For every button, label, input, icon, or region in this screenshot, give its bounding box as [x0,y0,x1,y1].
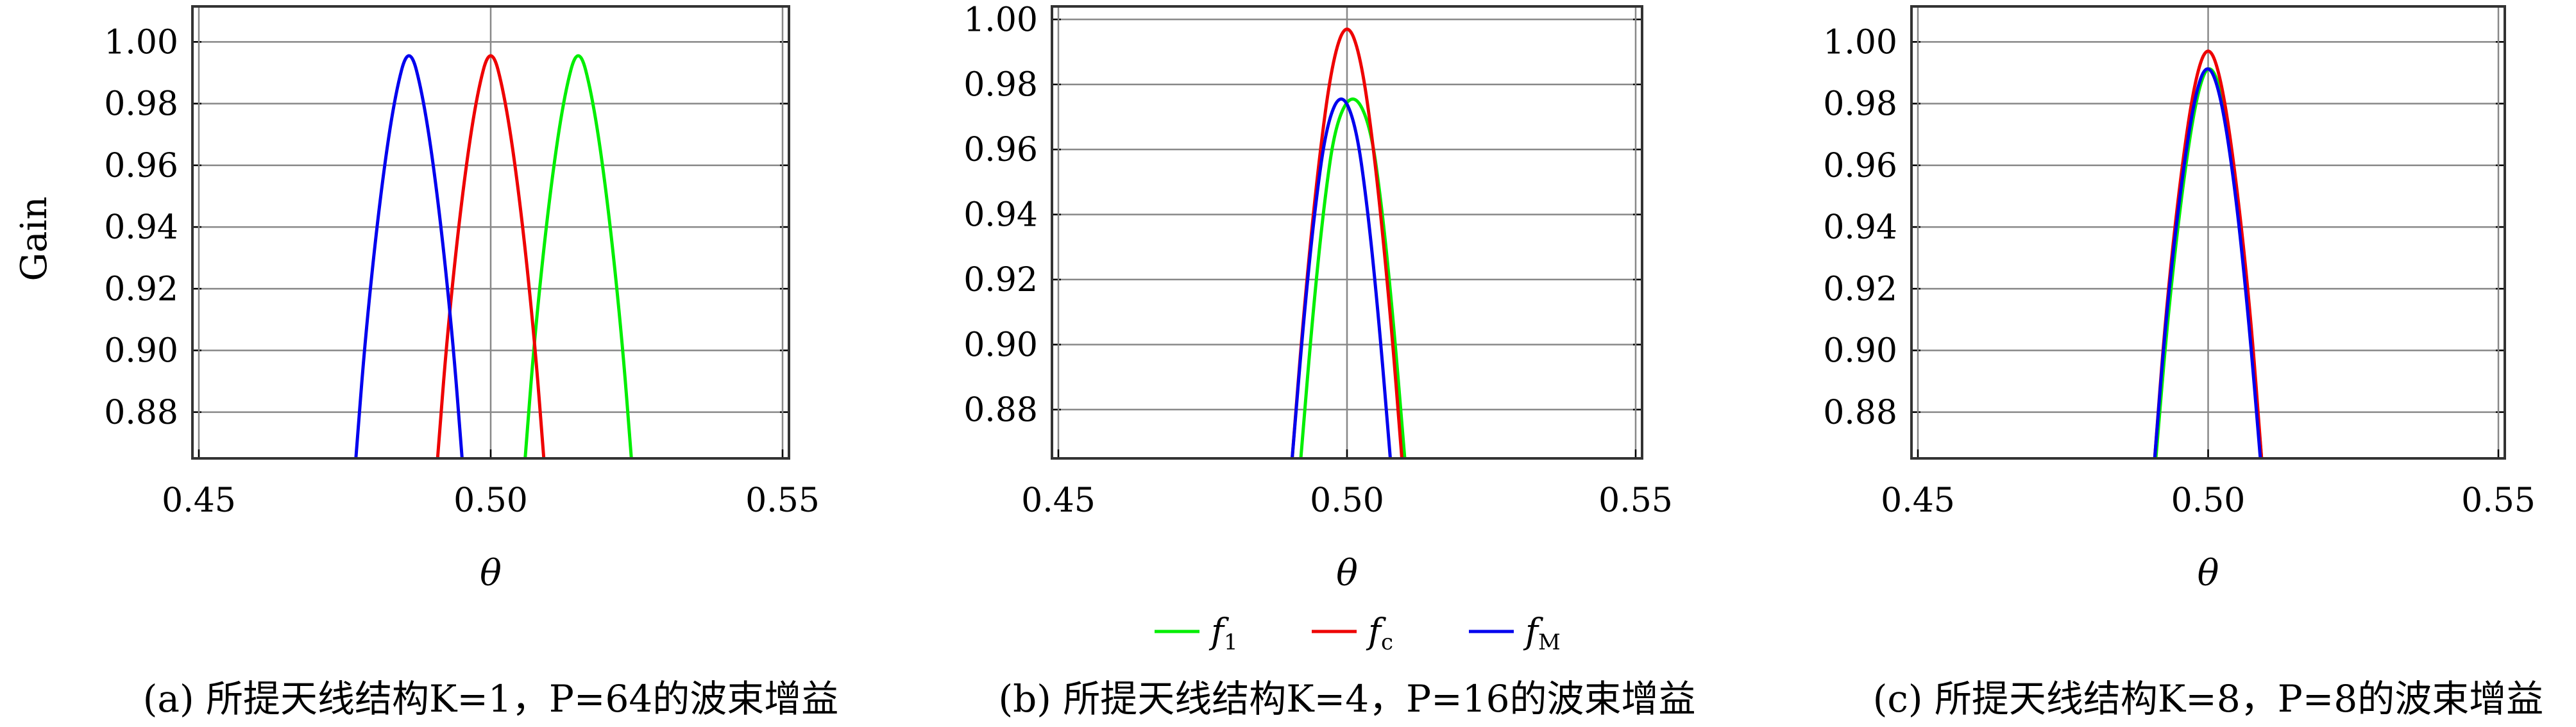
y-tick-label: 1.00 [963,1,1038,39]
legend-item-fM: fM [1469,611,1561,655]
series-line-f1 [1299,97,1407,458]
y-tick-label: 0.88 [1823,394,1897,432]
series-line-fM [1291,97,1392,458]
legend-item-f1: f1 [1155,611,1238,655]
y-tick-label: 1.00 [104,23,178,62]
y-tick-label: 0.94 [104,208,178,247]
legend-label: fc [1366,611,1393,655]
y-tick-label: 0.92 [1823,270,1897,308]
series-layer [354,54,633,458]
axes-frame [1910,5,2506,460]
y-tick-label: 0.90 [1823,332,1897,371]
y-tick-label: 0.92 [963,261,1038,299]
legend-subscript: M [1538,630,1561,655]
series-line-f1 [523,54,633,458]
y-tick-label: 0.90 [104,332,178,371]
x-axis-title: θ [1336,553,1358,594]
y-tick-label: 0.88 [963,391,1038,430]
chart-panel-2: 0.88 0.90 0.92 0.94 0.96 0.98 1.00 0.45 0.50 0.55… [963,1,1695,721]
y-tick-label: 0.96 [104,147,178,185]
series-line-fM [354,54,464,458]
legend-label: f1 [1208,611,1238,655]
y-tick-label: 0.96 [963,131,1038,169]
x-tick-label: 0.55 [1598,481,1673,520]
x-tick-label: 0.55 [2461,481,2536,520]
legend-item-fc: fc [1312,611,1393,655]
x-tick-label: 0.45 [1881,481,1955,520]
chart-panel-1: 0.88 0.90 0.92 0.94 0.96 0.98 1.00 0.45 0.50 0.55… [13,5,839,721]
legend-subscript: 1 [1224,630,1238,655]
y-tick-label: 1.00 [1823,23,1897,62]
x-tick-label: 0.50 [1310,481,1384,520]
panel-caption: (c) 所提天线结构K=8，P=8的波束增益 [1873,677,2544,721]
x-tick-label: 0.50 [453,481,528,520]
series-line-fM [2153,67,2262,458]
axes-frame [1051,5,1643,460]
y-tick-label: 0.96 [1823,147,1897,185]
series-layer [2153,49,2264,458]
panel-caption: (a) 所提天线结构K=1，P=64的波束增益 [143,677,839,721]
y-tick-label: 0.98 [104,85,178,124]
x-axis-title: θ [2198,553,2219,594]
x-tick-label: 0.50 [2171,481,2246,520]
series-layer [1291,28,1407,458]
y-tick-label: 0.98 [963,66,1038,104]
legend: f1 fc fM [1155,611,1561,655]
axes-frame [191,5,790,460]
x-tick-label: 0.55 [745,481,820,520]
y-tick-label: 0.94 [963,196,1038,235]
y-tick-label: 0.88 [104,394,178,432]
y-tick-label: 0.98 [1823,85,1897,124]
series-line-fc [436,54,546,458]
legend-subscript: c [1381,630,1393,655]
panels-layer: 0.88 0.90 0.92 0.94 0.96 0.98 1.00 0.45 0.50 0.55… [13,1,2543,721]
panel-caption: (b) 所提天线结构K=4，P=16的波束增益 [998,677,1695,721]
x-tick-label: 0.45 [162,481,236,520]
y-axis-title: Gain [13,196,55,281]
chart-panel-3: 0.88 0.90 0.92 0.94 0.96 0.98 1.00 0.45 0.50 0.55… [1823,5,2544,721]
x-axis-title: θ [480,553,502,594]
legend-label: fM [1523,611,1561,655]
y-tick-label: 0.94 [1823,208,1897,247]
x-tick-label: 0.45 [1021,481,1096,520]
y-tick-label: 0.90 [963,326,1038,364]
y-tick-label: 0.92 [104,270,178,308]
